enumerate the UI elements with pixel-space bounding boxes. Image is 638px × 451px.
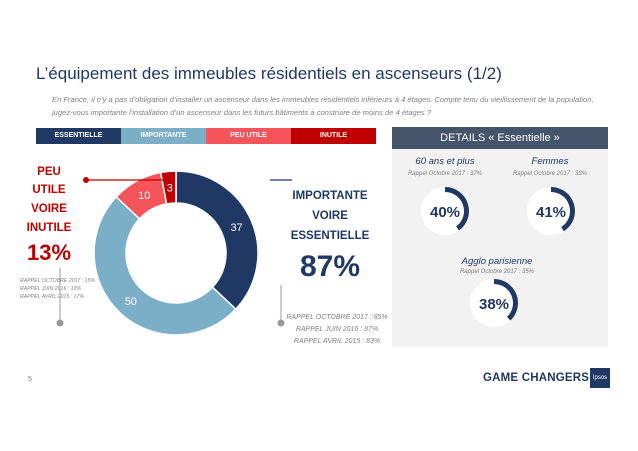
left-summary-value: 13%	[26, 240, 72, 265]
detail-ring-value-0: 40%	[430, 204, 460, 221]
detail-ring-arc-1	[551, 187, 575, 232]
detail-ring-arc-0	[445, 187, 469, 231]
left-label-line-1: Peu	[37, 166, 61, 178]
right-label-line-1: Importante	[292, 190, 368, 202]
page-number: 5	[28, 376, 32, 383]
legend-inutile: Inutile	[291, 128, 376, 144]
donut-slice-essentielle	[175, 170, 259, 311]
game-changers-brand: GAME CHANGERS	[483, 372, 590, 384]
detail-title-femmes: Femmes	[531, 156, 569, 167]
left-rappel-3: Rappel avril 2015 : 17%	[20, 294, 84, 300]
detail-title-agglo: Agglo parisienne	[461, 256, 533, 267]
donut-label-importante: 50	[125, 296, 137, 308]
legend-importante: Importante	[121, 128, 206, 144]
right-rappel-1: Rappel Octobre 2017 : 85%	[286, 314, 388, 321]
detail-ring-inner-1	[532, 192, 570, 230]
detail-ring-inner-2	[475, 284, 513, 322]
donut-slice-importante	[93, 195, 237, 336]
detail-ring-value-1: 41%	[536, 204, 566, 221]
right-rappel-3: Rappel avril 2015 : 83%	[293, 338, 381, 345]
detail-rappel-femmes: Rappel Octobre 2017 : 33%	[512, 171, 588, 177]
right-summary-value: 87%	[299, 250, 361, 283]
right-rappel-2: Rappel juin 2016 : 87%	[295, 326, 379, 333]
detail-rappel-60-plus: Rappel Octobre 2017 : 37%	[407, 171, 483, 177]
detail-title-60-plus: 60 ans et plus	[415, 156, 475, 167]
details-header: DETAILS « Essentielle »	[392, 127, 608, 149]
left-rappel-dot	[56, 319, 64, 327]
ipsos-logo: Ipsos	[590, 368, 610, 388]
legend-essentielle: Essentielle	[36, 128, 121, 144]
page-title: L’équipement des immeubles résidentiels …	[36, 64, 502, 83]
left-label-line-4: Inutile	[26, 222, 72, 234]
donut-label-essentielle: 37	[230, 222, 242, 234]
left-connector-dot	[83, 177, 89, 183]
detail-ring-arc-2	[494, 279, 519, 321]
left-rappel-2: Rappel juin 2016 : 13%	[20, 286, 82, 292]
right-rappel-dot	[277, 319, 285, 327]
donut-label-peu-utile: 10	[138, 190, 150, 202]
right-label-line-3: Essentielle	[290, 230, 370, 242]
detail-ring-value-2: 38%	[479, 296, 509, 313]
left-rappel-1: Rappel Octobre 2017 : 15%	[20, 278, 96, 284]
legend-peu-utile: Peu utile	[206, 128, 291, 144]
left-label-line-3: voire	[31, 203, 67, 215]
left-label-line-2: utile	[32, 184, 66, 196]
detail-rappel-agglo: Rappel Octobre 2017 : 35%	[459, 269, 535, 275]
detail-ring-inner-0	[426, 192, 464, 230]
donut-label-inutile: 3	[167, 182, 173, 194]
question-text: En France, il n’y a pas d’obligation d’i…	[52, 95, 594, 117]
donut-slice-inutile	[159, 170, 177, 205]
right-label-line-2: voire	[312, 210, 348, 222]
